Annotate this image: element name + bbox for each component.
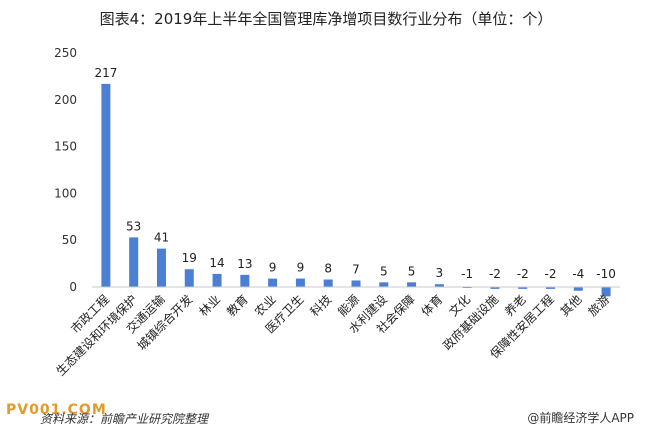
data-label: 7 xyxy=(352,262,360,276)
data-label: 19 xyxy=(182,251,197,265)
site-watermark: PV001.COM xyxy=(6,402,107,418)
x-tick-label: 科技 xyxy=(307,292,334,319)
chart-title: 图表4：2019年上半年全国管理库净增项目数行业分布（单位：个） xyxy=(99,10,553,28)
bar xyxy=(573,287,583,291)
bar xyxy=(546,287,556,289)
data-label: 53 xyxy=(126,219,141,233)
data-label: -2 xyxy=(489,267,501,281)
data-label: 14 xyxy=(209,256,224,270)
bar xyxy=(490,287,500,289)
bar xyxy=(212,273,222,287)
bar xyxy=(351,280,361,287)
data-label: 3 xyxy=(436,266,444,280)
x-tick-label: 林业 xyxy=(196,292,223,319)
data-label: -10 xyxy=(596,267,616,281)
bar xyxy=(101,83,111,287)
y-tick-label: 100 xyxy=(54,186,77,200)
data-label: 8 xyxy=(324,262,332,276)
y-tick-label: 200 xyxy=(54,93,77,107)
data-label: 5 xyxy=(408,264,416,278)
data-label: -1 xyxy=(461,267,473,281)
data-label: 41 xyxy=(154,231,169,245)
data-label: 13 xyxy=(237,257,252,271)
bar xyxy=(407,282,417,287)
data-label: -4 xyxy=(572,267,584,281)
bar xyxy=(156,248,166,287)
x-tick-label: 体育 xyxy=(418,292,446,320)
y-tick-label: 250 xyxy=(54,46,77,60)
data-label: -2 xyxy=(545,267,557,281)
data-label: 217 xyxy=(94,66,117,80)
bar xyxy=(518,287,528,289)
bar xyxy=(323,279,333,287)
x-tick-label: 其他 xyxy=(558,292,585,319)
data-label: 9 xyxy=(269,261,277,275)
data-label: 9 xyxy=(297,261,305,275)
bar xyxy=(129,237,139,287)
y-tick-label: 50 xyxy=(62,233,77,247)
bar xyxy=(184,269,194,287)
bar xyxy=(295,278,305,287)
bar xyxy=(379,282,389,287)
data-label: 5 xyxy=(380,264,388,278)
x-tick-label: 教育 xyxy=(223,292,251,320)
bar xyxy=(601,287,611,297)
y-tick-label: 150 xyxy=(54,140,77,154)
data-label: -2 xyxy=(517,267,529,281)
y-tick-label: 0 xyxy=(69,280,77,294)
bar xyxy=(268,278,278,287)
source-note: 资料来源：前瞻产业研究院整理 xyxy=(40,412,209,426)
bar xyxy=(240,274,250,287)
brand-label: @前瞻经济学人APP xyxy=(527,411,634,425)
bar xyxy=(434,284,444,287)
